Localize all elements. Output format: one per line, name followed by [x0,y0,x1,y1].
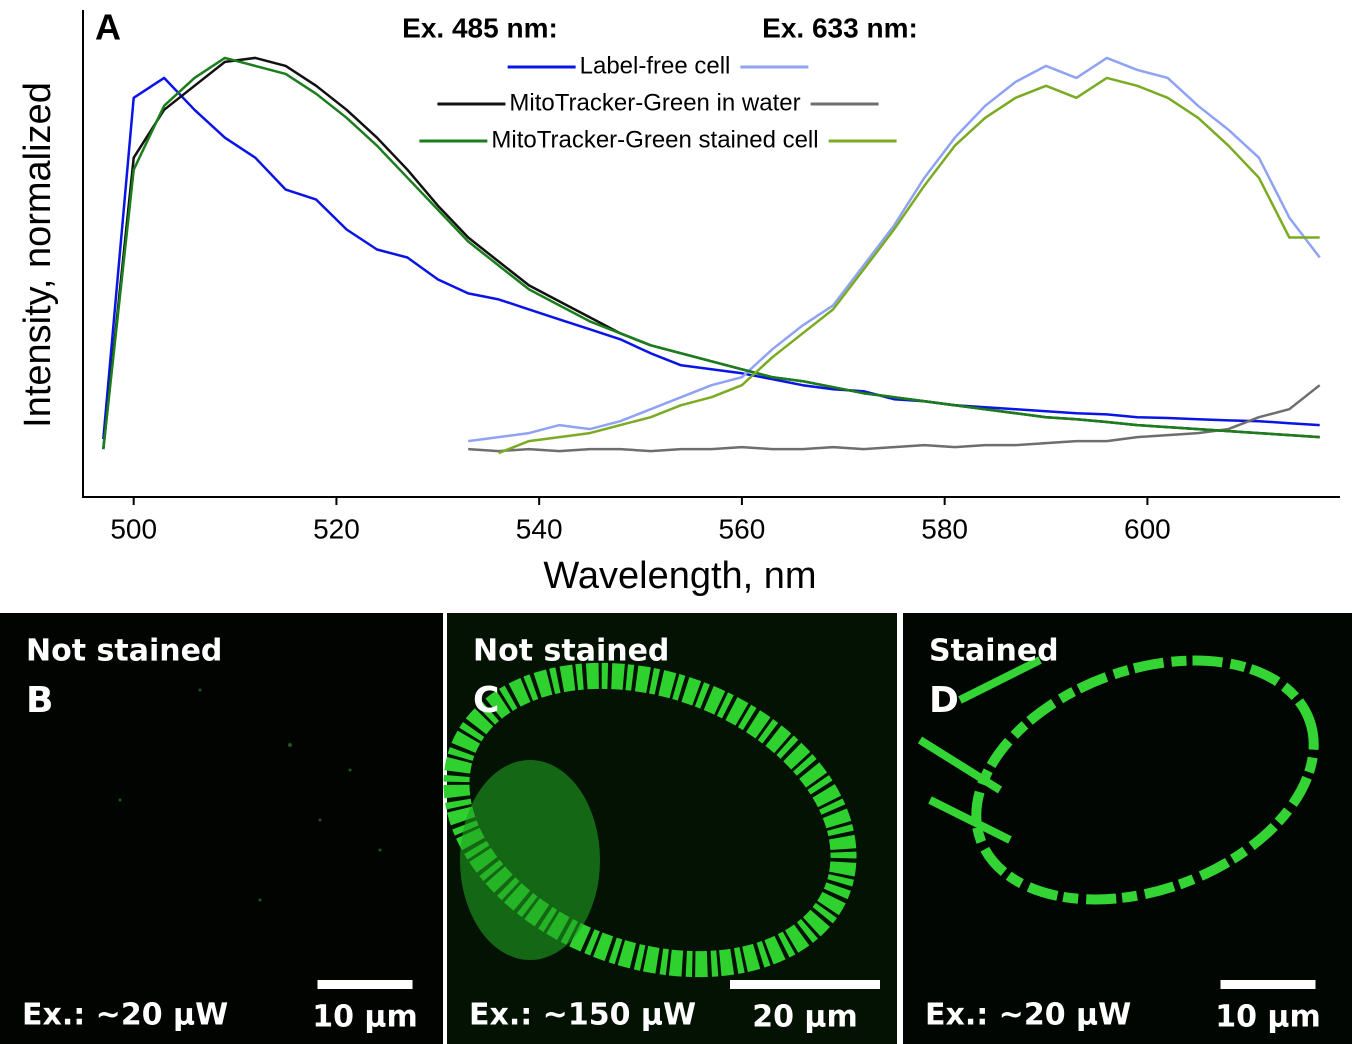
x-tick-label: 500 [110,513,157,544]
scale-bar [730,980,880,989]
image-b [0,613,443,1044]
spectrum-chart: 500 520 540 560 580 600 Wavelength, nm Intensit… [17,7,1340,597]
image-c [443,613,897,1044]
spectrum-line [468,56,1321,443]
scale-bar-label: 10 μm [312,1000,418,1035]
x-tick-label: 560 [719,513,766,544]
x-axis-label: Wavelength, nm [543,555,816,597]
scale-bar-label: 20 μm [752,1000,858,1035]
x-tick-label: 540 [516,513,563,544]
panel-label: C [473,680,499,721]
scale-bar [317,980,413,989]
panel-caption: Not stained [473,634,669,669]
spectrum-line [102,56,1320,450]
x-tick-label: 600 [1124,513,1171,544]
legend-label: MitoTracker-Green stained cell [491,126,818,153]
scale-bar-label: 10 μm [1215,1000,1321,1035]
excitation-power: Ex.: ~20 μW [22,998,228,1033]
panel-caption: Not stained [26,634,222,669]
x-tick-label: 580 [921,513,968,544]
spectrum-line [102,56,1320,450]
spectrum-line [498,76,1320,455]
excitation-power: Ex.: ~150 μW [469,998,696,1033]
legend-heading: Ex. 485 nm: [402,12,558,43]
panel-label: A [95,7,121,48]
spectrum-line [102,76,1320,440]
image-annotations: Not stained B Ex.: ~20 μW 10 μm Not stained C… [22,634,1321,1035]
panel-label: D [929,680,959,721]
excitation-power: Ex.: ~20 μW [925,998,1131,1033]
scale-bar [1220,980,1316,989]
spectrum-line [468,384,1321,453]
axes [82,10,1340,498]
legend-label: MitoTracker-Green in water [509,89,800,116]
panel-caption: Stained [929,634,1059,669]
image-d [903,613,1352,1044]
panel-label: B [26,680,53,721]
legend-label: Label-free cell [580,52,731,79]
legend-heading: Ex. 633 nm: [762,12,918,43]
x-tick-label: 520 [313,513,360,544]
y-axis-label: Intensity, normalized [17,82,59,428]
